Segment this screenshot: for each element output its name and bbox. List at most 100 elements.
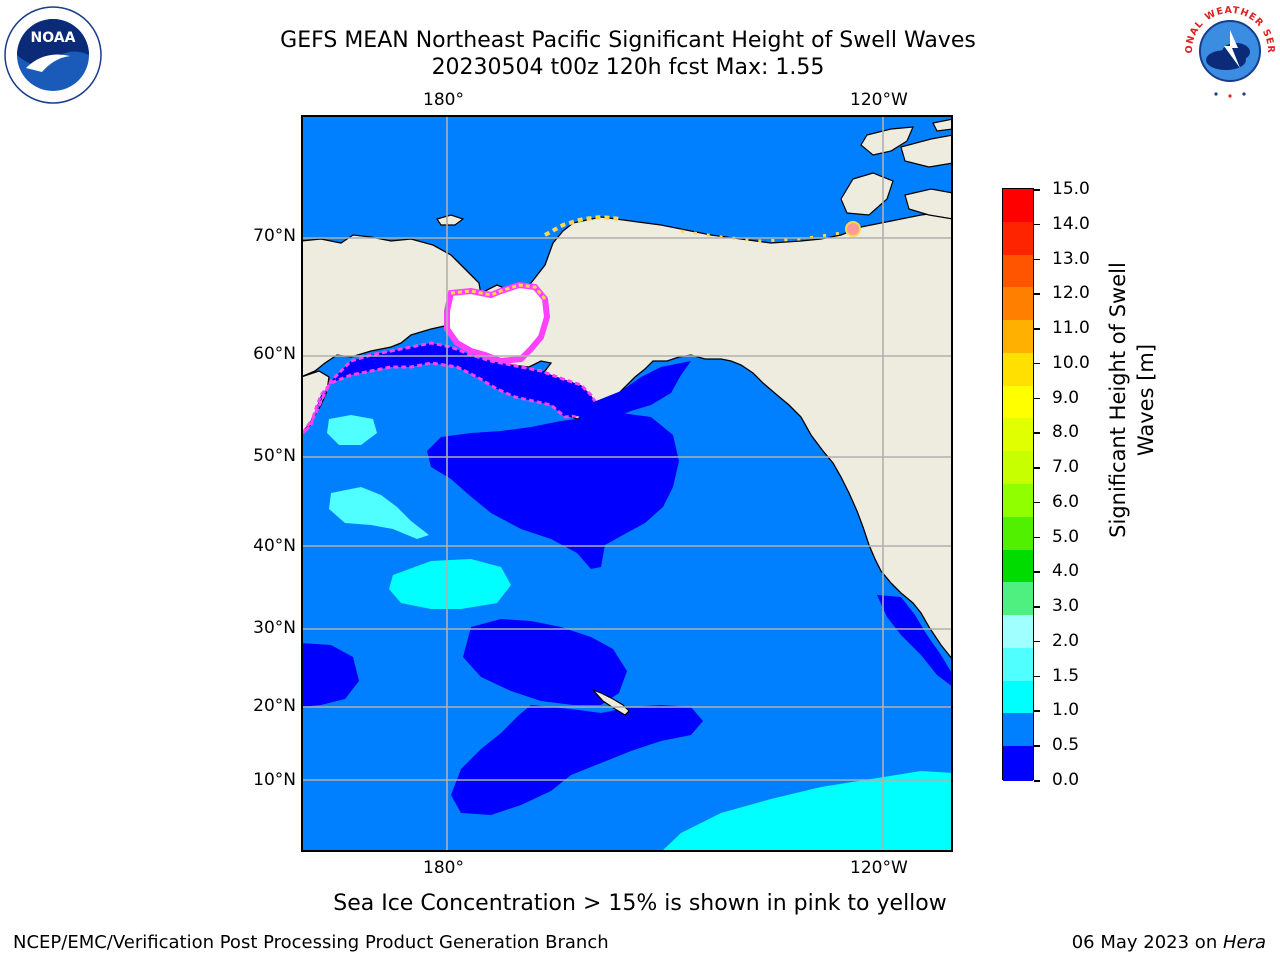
colorbar-tick-mark xyxy=(1034,745,1040,747)
colorbar-tick-mark xyxy=(1034,606,1040,608)
noaa-logo-text: NOAA xyxy=(31,30,76,46)
colorbar-segment xyxy=(1003,287,1033,322)
colorbar-tick-label: 3.0 xyxy=(1052,596,1080,617)
colorbar-tick-label: 12.0 xyxy=(1052,283,1090,304)
colorbar-segment xyxy=(1003,221,1033,257)
chart-title: GEFS MEAN Northeast Pacific Significant … xyxy=(280,28,976,53)
swell-10-15-west xyxy=(329,487,429,539)
y-tick-70n: 70°N xyxy=(253,226,296,246)
colorbar-tick-label: 8.0 xyxy=(1052,422,1080,443)
swell-10-15-central xyxy=(389,559,511,609)
colorbar-tick-mark xyxy=(1034,467,1040,469)
colorbar-tick-mark xyxy=(1034,293,1040,295)
colorbar-tick-label: 14.0 xyxy=(1052,213,1090,234)
sea-ice-note: Sea Ice Concentration > 15% is shown in … xyxy=(333,891,947,916)
footer-machine: Hera xyxy=(1222,932,1266,953)
colorbar-tick-label: 11.0 xyxy=(1052,318,1090,339)
y-tick-50n: 50°N xyxy=(253,446,296,466)
colorbar-tick-label: 13.0 xyxy=(1052,248,1090,269)
colorbar-segment xyxy=(1003,549,1033,585)
colorbar-label: Significant Height of Swell Waves [m] xyxy=(1104,140,1160,660)
footer-right: 06 May 2023 on Hera xyxy=(1072,932,1266,954)
footer-date: 06 May 2023 on xyxy=(1071,932,1223,953)
colorbar-tick-mark xyxy=(1034,432,1040,434)
colorbar-tick-label: 1.0 xyxy=(1052,700,1080,721)
colorbar-tick-label: 0.5 xyxy=(1052,735,1080,756)
swell-10-15-aleutian xyxy=(327,415,377,445)
colorbar-tick-label: 1.5 xyxy=(1052,665,1080,686)
noaa-logo: NOAA xyxy=(4,6,102,104)
sea-ice-chukchi xyxy=(544,214,622,237)
x-tick-top-180: 180° xyxy=(423,90,464,110)
sea-ice-beaufort xyxy=(680,229,842,243)
colorbar-segment xyxy=(1003,582,1033,617)
colorbar-tick-mark xyxy=(1034,189,1040,191)
colorbar-tick-mark xyxy=(1034,675,1040,678)
colorbar-tick-mark xyxy=(1034,258,1040,261)
y-tick-column: 70°N 60°N 50°N 40°N 30°N 20°N 10°N xyxy=(220,0,296,960)
colorbar-tick-label: 2.0 xyxy=(1052,630,1080,651)
sea-ice-coast-strip xyxy=(301,341,604,435)
colorbar-tick-mark xyxy=(1034,223,1040,226)
swell-0-05-north-pacific xyxy=(427,413,679,569)
colorbar-segment xyxy=(1003,680,1033,716)
colorbar-ticks: 15.0 14.0 13.0 12.0 11.0 10.0 9.0 8.0 7.0 6.0 5.0 4… xyxy=(1034,0,1106,960)
graticule xyxy=(301,115,953,852)
colorbar-segment xyxy=(1003,746,1033,781)
sea-ice-rim-yellow xyxy=(450,283,547,300)
x-tick-bottom-180: 180° xyxy=(423,858,464,878)
colorbar-segment xyxy=(1003,451,1033,486)
y-tick-20n: 20°N xyxy=(253,696,296,716)
footer-left: NCEP/EMC/Verification Post Processing Pr… xyxy=(13,932,609,953)
colorbar-segment xyxy=(1003,713,1033,748)
colorbar-label-line1: Significant Height of Swell xyxy=(1106,262,1130,538)
sea-ice-spot xyxy=(845,221,861,237)
colorbar-tick-label: 4.0 xyxy=(1052,561,1080,582)
y-tick-30n: 30°N xyxy=(253,618,296,638)
colorbar-tick-label: 6.0 xyxy=(1052,491,1080,512)
x-tick-top-120w: 120°W xyxy=(850,90,908,110)
colorbar-segment xyxy=(1003,385,1033,421)
colorbar-tick-label: 10.0 xyxy=(1052,352,1090,373)
colorbar-tick-mark xyxy=(1034,362,1040,365)
chart-subtitle: 20230504 t00z 120h fcst Max: 1.55 xyxy=(431,55,825,80)
colorbar-tick-mark xyxy=(1034,780,1040,782)
colorbar-tick-mark xyxy=(1034,536,1040,539)
land-arctic-island-5 xyxy=(932,118,953,132)
colorbar-segment xyxy=(1003,254,1033,290)
colorbar-tick-label: 0.0 xyxy=(1052,770,1080,790)
colorbar-tick-mark xyxy=(1034,571,1040,573)
swell-0-05-subtropical-north xyxy=(463,619,627,705)
y-tick-60n: 60°N xyxy=(253,344,296,364)
swell-0-05-california-coast xyxy=(877,595,953,687)
map-frame xyxy=(301,115,953,852)
colorbar-tick-mark xyxy=(1034,397,1040,400)
colorbar-segment xyxy=(1003,484,1033,519)
colorbar-tick-mark xyxy=(1034,710,1040,712)
colorbar xyxy=(1002,188,1034,781)
land-arctic-island-1 xyxy=(860,126,914,156)
land-arctic-island-3 xyxy=(840,172,894,216)
colorbar-tick-mark xyxy=(1034,328,1040,330)
colorbar-label-line2: Waves [m] xyxy=(1134,343,1158,457)
colorbar-segment xyxy=(1003,615,1033,650)
colorbar-segment xyxy=(1003,647,1033,683)
x-tick-bottom-120w: 120°W xyxy=(850,858,908,878)
colorbar-segment xyxy=(1003,189,1033,224)
colorbar-segment xyxy=(1003,418,1033,453)
swell-0-05-alaska-coast xyxy=(563,361,691,421)
y-tick-40n: 40°N xyxy=(253,536,296,556)
colorbar-tick-label: 5.0 xyxy=(1052,526,1080,547)
colorbar-segment xyxy=(1003,320,1033,355)
colorbar-segment xyxy=(1003,516,1033,552)
colorbar-tick-label: 9.0 xyxy=(1052,387,1080,408)
colorbar-tick-mark xyxy=(1034,640,1040,643)
nws-logo: NATIONAL WEATHER SERVICE xyxy=(1176,0,1278,100)
land-arctic-island-4 xyxy=(904,188,953,220)
swell-10-15-southeast xyxy=(661,771,953,852)
land-wrangel-island xyxy=(436,214,465,226)
colorbar-tick-label: 15.0 xyxy=(1052,179,1090,199)
land-hawaii xyxy=(592,689,630,716)
swell-0-05-subtropical-south xyxy=(451,705,703,815)
land-arctic-island-2 xyxy=(900,134,953,168)
